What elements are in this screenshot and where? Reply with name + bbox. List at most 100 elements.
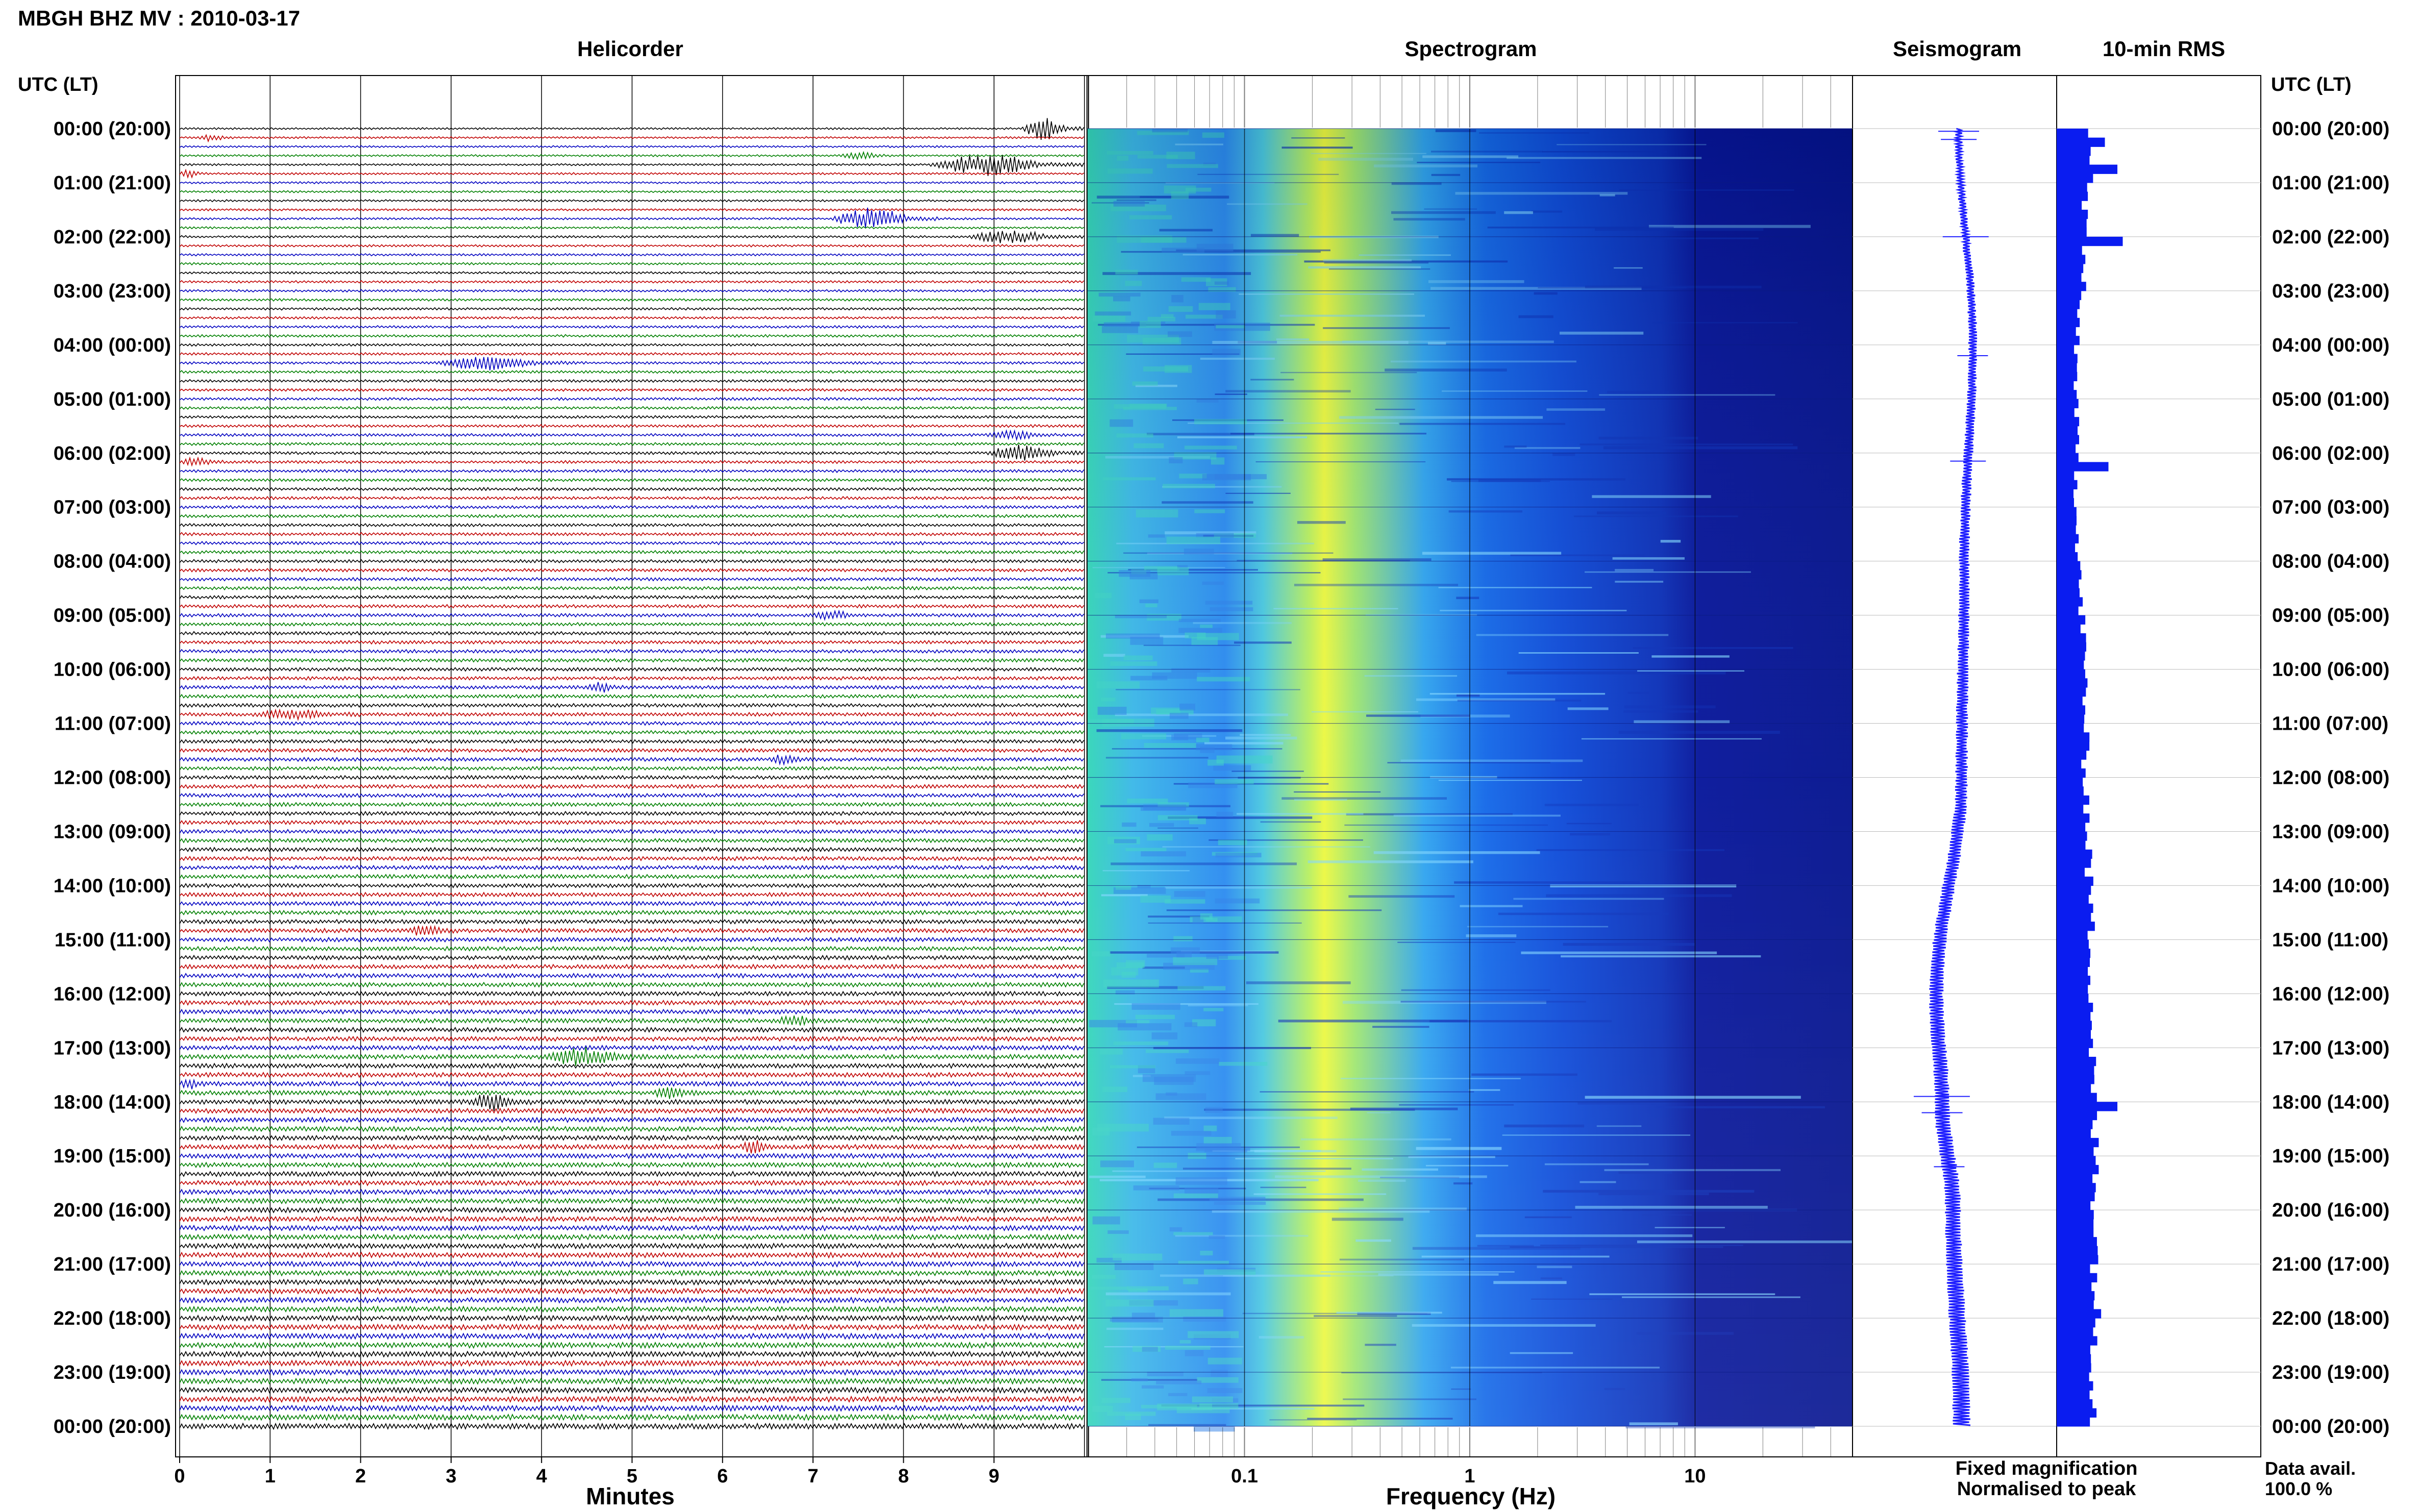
rms-bar xyxy=(2057,173,2093,183)
helicorder-trace xyxy=(179,352,1084,356)
rms-bar xyxy=(2057,1300,2094,1310)
time-label-right: 00:00 (20:00) xyxy=(2272,118,2389,140)
helicorder-trace xyxy=(179,468,1084,474)
time-label-right: 02:00 (22:00) xyxy=(2272,227,2389,248)
helicorder-trace xyxy=(179,415,1084,419)
time-label-left: 21:00 (17:00) xyxy=(54,1254,171,1275)
helicorder-trace xyxy=(179,388,1084,392)
rms-bar xyxy=(2057,1408,2097,1418)
time-label-right: 05:00 (01:00) xyxy=(2272,389,2389,410)
time-label-left: 02:00 (22:00) xyxy=(54,227,171,248)
helicorder-trace xyxy=(179,1224,1084,1232)
spectrogram-xlabel: Frequency (Hz) xyxy=(1386,1483,1556,1509)
helicorder-trace xyxy=(179,1260,1084,1268)
helicorder-trace xyxy=(179,946,1084,952)
helicorder-trace xyxy=(179,456,1084,467)
time-label-right: 23:00 (19:00) xyxy=(2272,1362,2389,1383)
rms-bar xyxy=(2057,994,2089,1003)
rms-bar xyxy=(2057,1129,2091,1138)
helicorder-trace xyxy=(179,118,1084,140)
helicorder-trace xyxy=(179,343,1084,347)
rms-bar xyxy=(2057,228,2087,237)
rms-bar xyxy=(2057,822,2086,832)
helicorder-trace xyxy=(179,406,1084,410)
helicorder-trace xyxy=(179,1395,1084,1403)
rms-bar xyxy=(2057,309,2078,318)
rms-bar xyxy=(2057,642,2086,652)
helicorder-trace xyxy=(179,280,1084,284)
helicorder-trace xyxy=(179,270,1084,275)
rms-bar xyxy=(2057,624,2081,634)
helicorder-trace xyxy=(179,738,1084,744)
rms-bar xyxy=(2057,777,2083,787)
helicorder-trace xyxy=(179,594,1084,600)
time-axis-labels: 00:00 (20:00) 00:00 (20:00) 01:00 (21:00) 0… xyxy=(54,118,2390,1437)
spectrogram-xtick-label: 10 xyxy=(1684,1466,1706,1487)
rms-bar xyxy=(2057,191,2088,201)
rms-bar xyxy=(2057,804,2084,814)
rms-bar xyxy=(2057,1327,2093,1337)
helicorder-trace xyxy=(179,1251,1084,1259)
rms-bar xyxy=(2057,561,2081,571)
helicorder-trace xyxy=(179,1413,1084,1421)
rms-bar xyxy=(2057,290,2082,301)
helicorder-trace xyxy=(179,550,1084,555)
helicorder-trace xyxy=(179,442,1084,447)
helicorder-trace xyxy=(179,676,1084,681)
rms-bar xyxy=(2057,1345,2090,1355)
time-label-right: 19:00 (15:00) xyxy=(2272,1146,2389,1167)
helicorder-trace xyxy=(179,604,1084,609)
rms-bar xyxy=(2057,1309,2102,1319)
helicorder-trace xyxy=(179,134,1084,143)
rms-bar xyxy=(2057,903,2093,913)
helicorder-trace xyxy=(179,666,1084,672)
rms-bar xyxy=(2057,552,2078,562)
time-label-left: 07:00 (03:00) xyxy=(54,497,171,518)
rms-bar xyxy=(2057,705,2085,715)
rms-bar xyxy=(2057,957,2090,967)
helicorder-trace xyxy=(179,1045,1084,1051)
helicorder-trace xyxy=(179,1287,1084,1295)
rms-bar xyxy=(2057,678,2088,688)
spectrogram-band xyxy=(1625,1425,1815,1429)
page-title: MBGH BHZ MV : 2010-03-17 xyxy=(18,6,300,30)
helicorder-trace xyxy=(179,901,1084,907)
rms-bar xyxy=(2057,831,2087,841)
time-label-right: 21:00 (17:00) xyxy=(2272,1254,2389,1275)
helicorder-trace xyxy=(179,307,1084,311)
helicorder-trace xyxy=(179,837,1084,844)
rms-bar xyxy=(2057,597,2083,607)
rms-bar xyxy=(2057,768,2086,778)
helicorder-panel xyxy=(175,75,1089,1457)
rms-bar xyxy=(2057,858,2091,868)
legend-normalised-to-peak: Normalised to peak xyxy=(1957,1478,2136,1500)
rms-bar xyxy=(2057,1075,2094,1084)
utc-label-right: UTC (LT) xyxy=(2271,74,2352,95)
time-label-left: 19:00 (15:00) xyxy=(54,1146,171,1167)
rms-bar xyxy=(2057,723,2084,733)
helicorder-trace xyxy=(179,1188,1084,1196)
helicorder-trace xyxy=(179,514,1084,518)
helicorder-trace xyxy=(179,990,1084,997)
rms-bar xyxy=(2057,327,2076,336)
rms-bar xyxy=(2057,218,2087,228)
time-label-left: 20:00 (16:00) xyxy=(54,1200,171,1221)
time-label-right: 09:00 (05:00) xyxy=(2272,605,2389,627)
rms-bar xyxy=(2057,371,2078,382)
helicorder-trace xyxy=(179,783,1084,789)
time-label-right: 04:00 (00:00) xyxy=(2272,335,2389,356)
time-label-right: 01:00 (21:00) xyxy=(2272,172,2389,194)
spectrogram-title: Spectrogram xyxy=(1404,37,1537,61)
helicorder-trace xyxy=(179,1078,1084,1089)
rms-bar xyxy=(2057,1183,2096,1193)
helicorder-trace xyxy=(179,775,1084,780)
helicorder-trace xyxy=(179,155,1084,176)
time-label-left: 00:00 (20:00) xyxy=(54,1416,171,1437)
time-label-left: 13:00 (09:00) xyxy=(54,821,171,842)
helicorder-trace xyxy=(179,168,1084,179)
rms-bar xyxy=(2057,885,2091,895)
helicorder-xtick-label: 5 xyxy=(627,1466,637,1487)
helicorder-xtick-label: 7 xyxy=(808,1466,819,1487)
time-label-left: 18:00 (14:00) xyxy=(54,1092,171,1113)
